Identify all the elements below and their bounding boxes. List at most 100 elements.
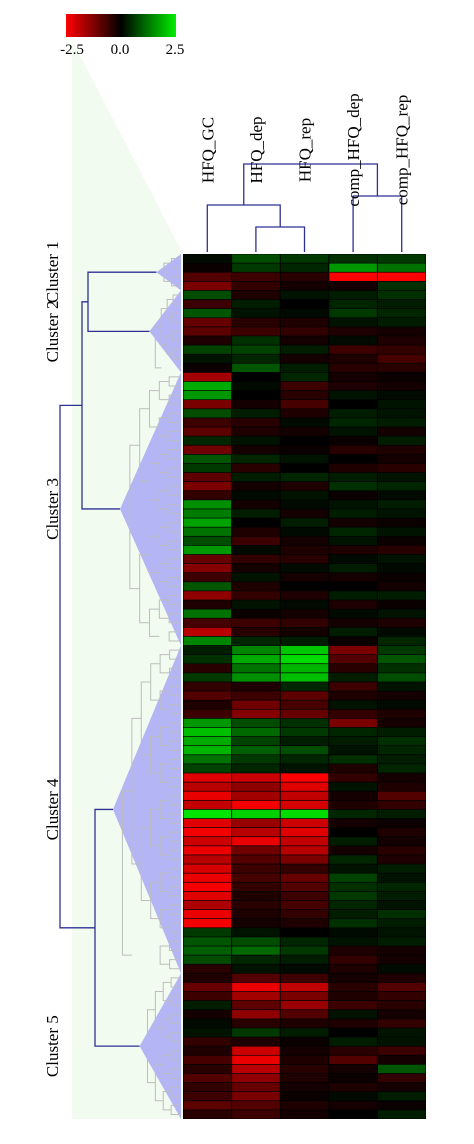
heatmap-cell	[377, 427, 426, 436]
heatmap-cell	[280, 1082, 329, 1092]
heatmap-cell	[377, 991, 426, 1001]
heatmap-cell	[183, 1046, 232, 1055]
heatmap-cell	[280, 1046, 329, 1055]
heatmap-cell	[377, 746, 426, 755]
heatmap-cell	[280, 664, 329, 673]
heatmap-cell	[232, 709, 280, 719]
row-dendrogram-branch	[168, 522, 179, 533]
row-dendrogram-branch	[168, 431, 179, 442]
column-dendrogram-link	[255, 226, 306, 252]
heatmap-cell	[232, 1019, 280, 1028]
heatmap-cell	[232, 891, 280, 901]
heatmap-cell	[280, 363, 329, 373]
heatmap-cell	[329, 736, 377, 746]
heatmap-cell	[329, 545, 377, 555]
heatmap-cell	[280, 1055, 329, 1065]
heatmap-cell	[232, 664, 280, 673]
heatmap-cell	[280, 609, 329, 618]
heatmap-cell	[183, 318, 232, 327]
heatmap-cell	[377, 782, 426, 791]
heatmap-cell	[280, 327, 329, 336]
column-label: HFQ_GC	[198, 117, 217, 183]
colorbar-tick-min: -2.5	[60, 42, 84, 58]
row-dendrogram-branch	[168, 558, 179, 569]
heatmap-cell	[377, 1073, 426, 1083]
heatmap-cell	[377, 591, 426, 600]
row-dendrogram-branch	[154, 326, 162, 369]
heatmap-cell	[183, 791, 232, 800]
heatmap-cell	[329, 299, 377, 309]
heatmap-cell	[329, 254, 377, 263]
heatmap-cell	[377, 263, 426, 272]
heatmap-cell	[329, 263, 377, 272]
heatmap-cell	[377, 1046, 426, 1055]
heatmap-cell	[377, 873, 426, 882]
heatmap-cell	[232, 1073, 280, 1083]
heatmap-cell	[183, 491, 232, 500]
heatmap-cell	[329, 354, 377, 363]
row-dendrogram-branch	[168, 449, 179, 460]
heatmap-cell	[329, 682, 377, 691]
heatmap-cell	[329, 491, 377, 500]
heatmap-cell	[377, 308, 426, 318]
heatmap-cell	[232, 1046, 280, 1055]
heatmap-cell	[280, 554, 329, 564]
heatmap-cell	[280, 764, 329, 773]
heatmap-cell	[329, 1037, 377, 1046]
heatmap-cell	[329, 500, 377, 509]
heatmap-cell	[232, 827, 280, 837]
heatmap-cell	[183, 864, 232, 873]
heatmap-cell	[183, 837, 232, 846]
heatmap-cell	[232, 1000, 280, 1010]
heatmap-cell	[232, 837, 280, 846]
heatmap-cell	[232, 746, 280, 755]
heatmap-cell	[232, 773, 280, 782]
heatmap-cell	[280, 481, 329, 491]
heatmap-cell	[280, 827, 329, 837]
heatmap-cell	[329, 363, 377, 373]
column-dendrogram-link	[243, 163, 379, 205]
row-dendrogram-link	[59, 404, 95, 929]
cluster-label: Cluster 4	[43, 778, 62, 840]
heatmap-cell	[183, 1082, 232, 1092]
heatmap-cell	[377, 363, 426, 373]
heatmap-cell	[232, 900, 280, 910]
heatmap-cell	[232, 308, 280, 318]
heatmap-cell	[329, 882, 377, 892]
heatmap-cell	[377, 463, 426, 473]
heatmap-cell	[280, 272, 329, 281]
heatmap-cell	[183, 991, 232, 1001]
heatmap-cell	[329, 409, 377, 418]
heatmap-cell	[183, 800, 232, 810]
heatmap-cell	[377, 1055, 426, 1065]
heatmap-cell	[280, 645, 329, 655]
heatmap-cell	[377, 1010, 426, 1019]
heatmap-cell	[280, 418, 329, 427]
heatmap-cell	[232, 873, 280, 882]
heatmap-cell	[377, 1064, 426, 1074]
heatmap-cell	[232, 400, 280, 409]
heatmap-cell	[329, 554, 377, 564]
heatmap-cell	[232, 436, 280, 445]
heatmap-cell	[329, 591, 377, 600]
colorbar-tick-mid: 0.0	[111, 42, 130, 58]
heatmap-cell	[329, 518, 377, 527]
heatmap-cell	[183, 937, 232, 946]
heatmap-cell	[232, 454, 280, 464]
heatmap-cell	[329, 1028, 377, 1037]
heatmap-cell	[377, 800, 426, 810]
heatmap-cell	[280, 991, 329, 1001]
heatmap-cell	[183, 1019, 232, 1028]
heatmap-cell	[329, 290, 377, 300]
heatmap-cell	[183, 463, 232, 473]
row-dendrogram-branch	[168, 540, 179, 551]
heatmap-cell	[329, 1055, 377, 1065]
heatmap-cell	[377, 982, 426, 992]
heatmap-cell	[280, 600, 329, 609]
row-dendrogram-branch	[170, 276, 179, 287]
heatmap-cell	[377, 1092, 426, 1101]
heatmap-cell	[280, 937, 329, 946]
row-dendrogram-branch	[168, 376, 179, 387]
heatmap-cell	[377, 336, 426, 345]
cluster-wedge	[139, 973, 181, 1119]
